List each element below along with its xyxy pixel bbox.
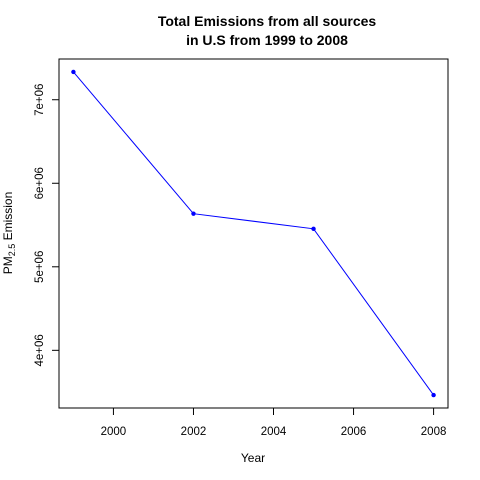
y-axis-label-main: PM (1, 256, 15, 274)
x-tick-label: 2000 (101, 426, 127, 438)
y-axis-label-subscript: 2.5 (7, 244, 17, 257)
y-tick-label: 5e+06 (34, 251, 46, 283)
data-point (191, 211, 196, 216)
x-tick-label: 2008 (421, 426, 447, 438)
series-points (71, 69, 436, 398)
y-tick-label: 7e+06 (34, 84, 46, 116)
x-tick-label: 2006 (341, 426, 367, 438)
x-axis-label: Year (241, 451, 265, 465)
y-axis-label: PM2.5 Emission (1, 192, 17, 275)
y-axis-label-rest: Emission (1, 192, 15, 244)
y-tick-label: 6e+06 (34, 167, 46, 199)
x-tick-label: 2004 (261, 426, 287, 438)
data-point (71, 69, 76, 75)
x-axis-ticks: 2000 2002 2004 2006 2008 (101, 408, 447, 438)
y-tick-label: 4e+06 (34, 334, 46, 366)
data-point (431, 392, 436, 398)
chart-title-line-1: Total Emissions from all sources (158, 13, 377, 29)
data-point (311, 226, 316, 232)
x-tick-label: 2002 (181, 426, 207, 438)
y-axis-ticks: 4e+06 5e+06 6e+06 7e+06 (34, 84, 59, 366)
chart-title-line-2: in U.S from 1999 to 2008 (186, 32, 348, 48)
series-line (73, 71, 434, 396)
